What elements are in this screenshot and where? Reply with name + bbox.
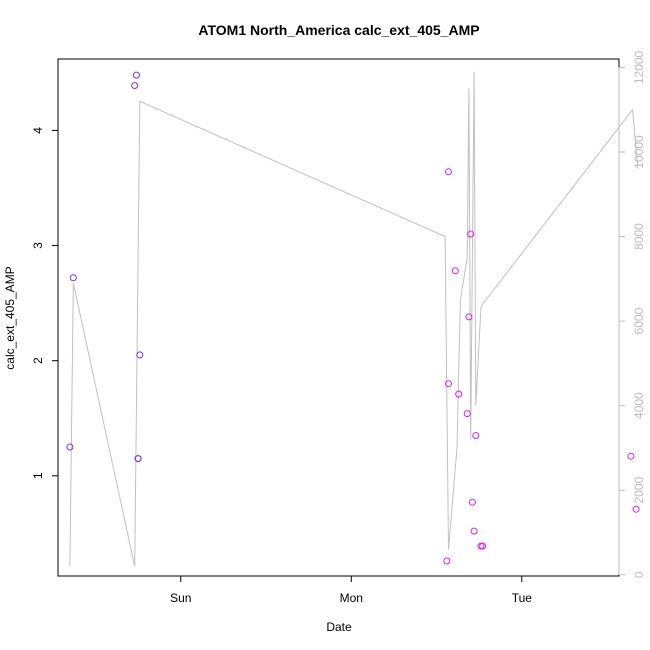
- series-line: [69, 71, 639, 567]
- data-point: [443, 557, 451, 565]
- y2-tick-label: 6000: [632, 307, 646, 334]
- y-tick-label: 1: [31, 472, 45, 479]
- data-point: [479, 542, 487, 550]
- series-points-layer: [66, 71, 640, 565]
- data-point: [470, 527, 478, 535]
- y2-tick-label: 12000: [632, 50, 646, 84]
- y2-tick-label: 8000: [632, 223, 646, 250]
- y2-tick-label: 0: [632, 571, 646, 578]
- data-point: [467, 230, 475, 238]
- y2-tick-label: 2000: [632, 477, 646, 504]
- data-point: [627, 452, 635, 460]
- data-point: [136, 351, 144, 359]
- data-point: [69, 274, 77, 282]
- series-line-layer: [69, 71, 639, 567]
- y-axis-right: 0 2000 4000 6000 8000 10000 12000: [618, 50, 646, 578]
- data-point: [445, 168, 452, 176]
- x-axis-label: Date: [326, 620, 352, 634]
- data-point: [445, 380, 452, 388]
- y-tick-label: 4: [31, 127, 45, 134]
- data-point: [132, 71, 140, 79]
- data-point: [465, 313, 473, 321]
- data-point: [455, 390, 463, 398]
- plot-area: [57, 58, 620, 577]
- y-tick-label: 2: [31, 357, 45, 364]
- x-tick-label: Sun: [170, 591, 191, 605]
- data-point: [468, 498, 476, 506]
- x-tick-label: Mon: [340, 591, 363, 605]
- y2-tick-label: 4000: [632, 392, 646, 419]
- data-point: [463, 410, 471, 418]
- data-point: [134, 455, 142, 463]
- y-axis-left: 1 2 3 4: [31, 127, 58, 479]
- chart-title: ATOM1 North_America calc_ext_405_AMP: [198, 22, 479, 38]
- data-point: [66, 443, 74, 451]
- x-tick-label: Tue: [512, 591, 533, 605]
- y-axis-label: calc_ext_405_AMP: [3, 266, 17, 369]
- x-axis: Sun Mon Tue: [170, 576, 532, 605]
- y-tick-label: 3: [31, 242, 45, 249]
- data-point: [632, 505, 640, 513]
- data-point: [131, 82, 139, 89]
- data-point: [451, 267, 459, 275]
- data-point: [472, 432, 480, 439]
- y2-tick-label: 10000: [632, 135, 646, 169]
